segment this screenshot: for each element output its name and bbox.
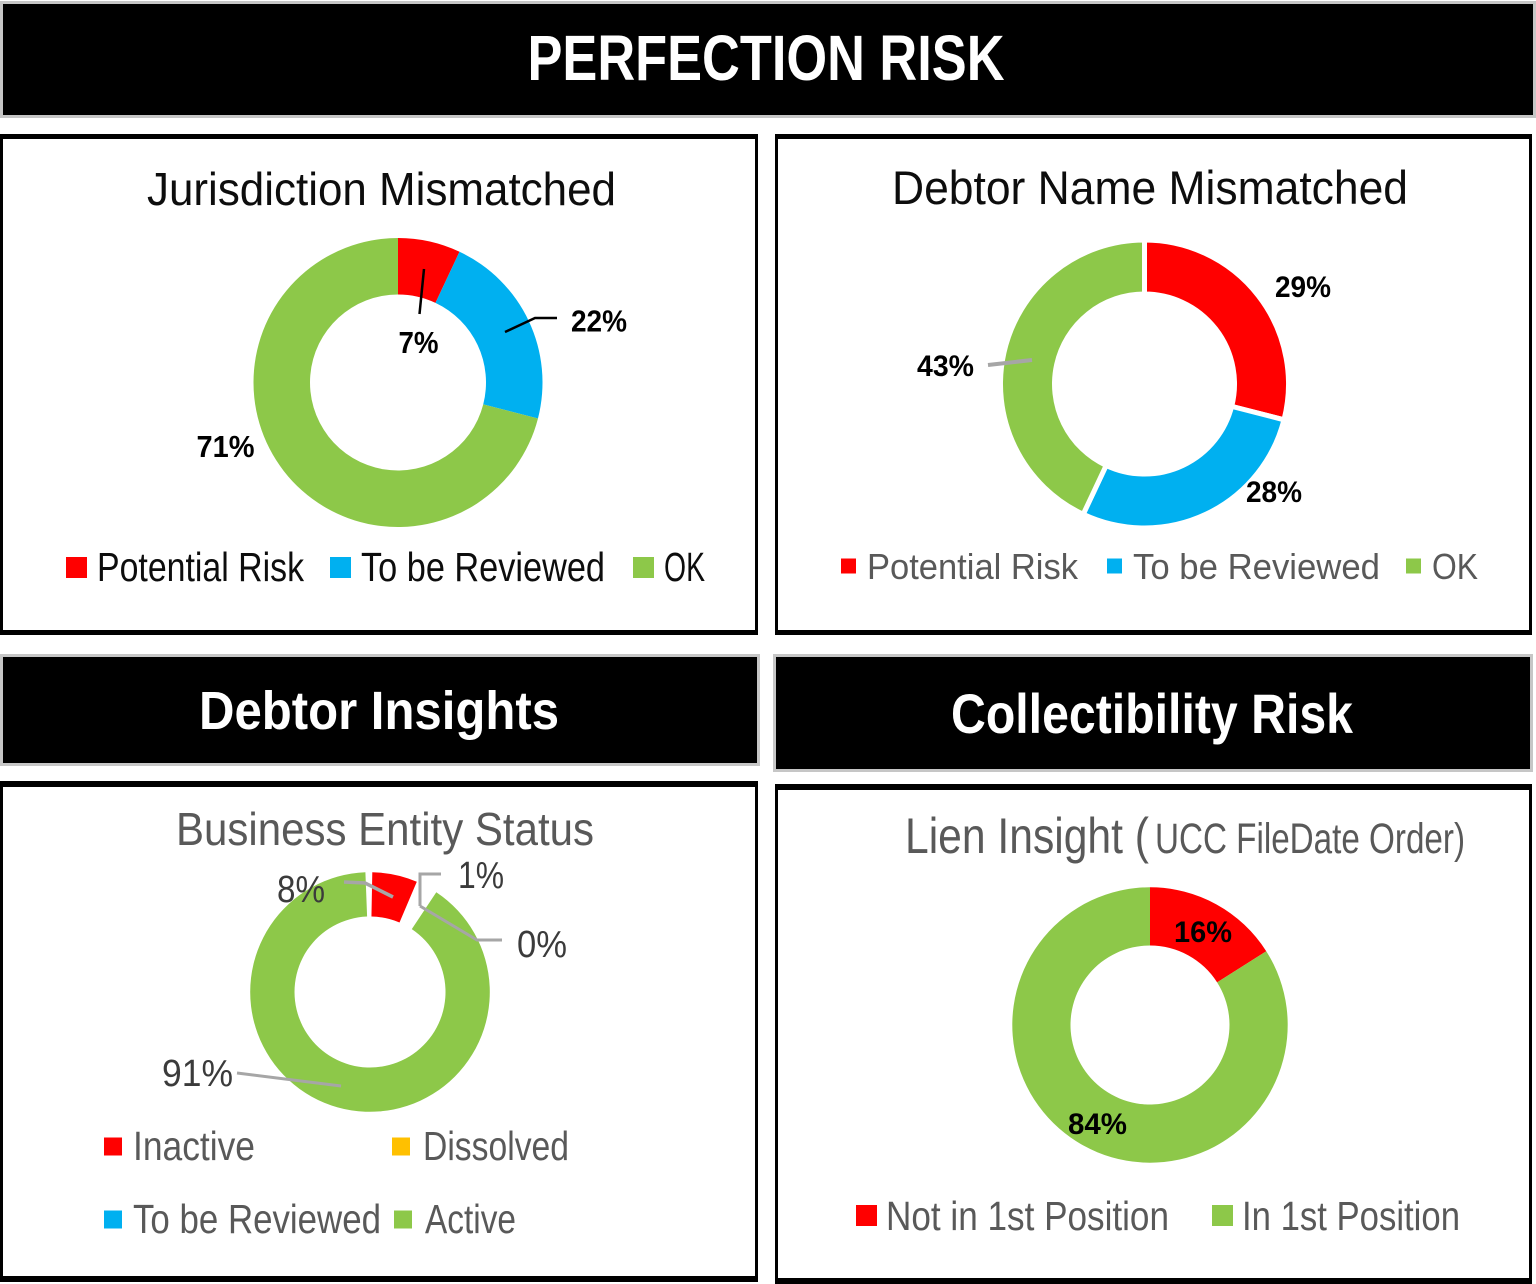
svg-text:43%: 43% — [917, 350, 974, 383]
svg-text:84%: 84% — [1068, 1108, 1127, 1141]
svg-text:To be Reviewed: To be Reviewed — [1133, 546, 1380, 587]
svg-text:Business Entity Status: Business Entity Status — [176, 803, 594, 855]
svg-text:To be Reviewed: To be Reviewed — [361, 544, 605, 590]
svg-text:22%: 22% — [571, 304, 627, 339]
svg-text:28%: 28% — [1246, 476, 1302, 509]
svg-text:In 1st Position: In 1st Position — [1242, 1193, 1460, 1239]
svg-text:Active: Active — [425, 1196, 516, 1242]
svg-text:Jurisdiction Mismatched: Jurisdiction Mismatched — [147, 163, 616, 215]
svg-text:7%: 7% — [399, 325, 439, 360]
svg-text:16%: 16% — [1174, 916, 1232, 949]
svg-text:Inactive: Inactive — [133, 1123, 255, 1169]
svg-text:Not in 1st Position: Not in 1st Position — [886, 1193, 1169, 1239]
svg-text:To be Reviewed: To be Reviewed — [133, 1196, 381, 1242]
svg-text:OK: OK — [1432, 546, 1478, 587]
svg-text:Debtor Name Mismatched: Debtor Name Mismatched — [892, 161, 1408, 214]
svg-text:71%: 71% — [197, 429, 255, 464]
svg-text:OK: OK — [664, 544, 705, 590]
svg-text:1%: 1% — [458, 855, 504, 897]
svg-text:Potential Risk: Potential Risk — [867, 546, 1079, 587]
svg-text:Debtor Insights: Debtor Insights — [199, 681, 559, 741]
svg-text:Lien Insight (: Lien Insight ( — [905, 808, 1149, 864]
svg-text:Collectibility Risk: Collectibility Risk — [951, 682, 1354, 745]
svg-text:Potential Risk: Potential Risk — [97, 544, 304, 590]
svg-text:91%: 91% — [162, 1053, 233, 1095]
svg-text:UCC FileDate Order): UCC FileDate Order) — [1155, 815, 1465, 863]
svg-text:PERFECTION RISK: PERFECTION RISK — [528, 22, 1005, 94]
svg-text:29%: 29% — [1275, 271, 1331, 304]
svg-text:8%: 8% — [277, 869, 325, 911]
svg-text:0%: 0% — [517, 924, 567, 966]
svg-text:Dissolved: Dissolved — [423, 1123, 569, 1169]
